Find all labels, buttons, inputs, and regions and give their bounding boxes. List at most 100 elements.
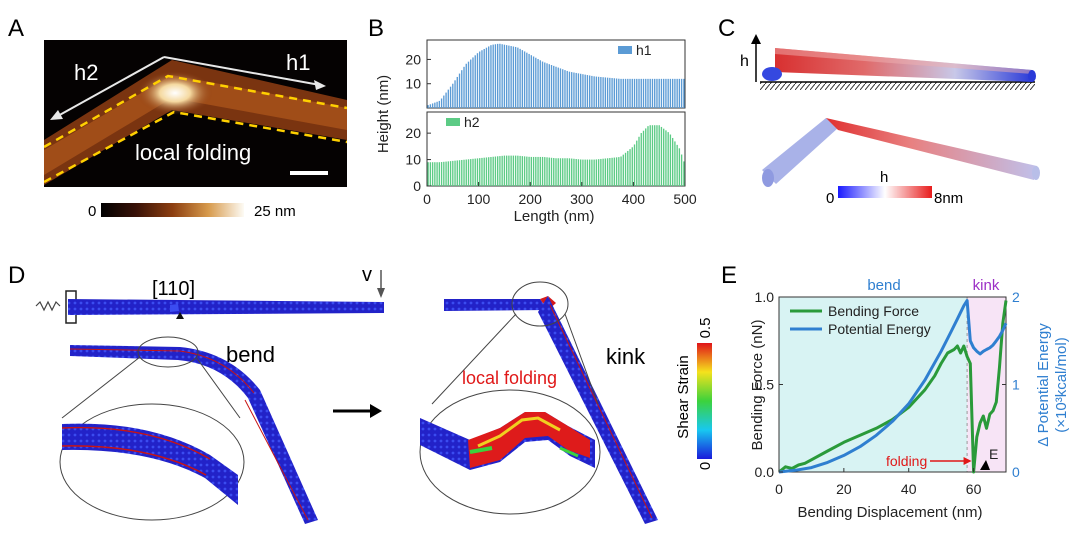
md-kinked-beam: [419, 281, 658, 524]
chart-b-bar-h2: [470, 159, 472, 186]
chart-b-bar-h1: [568, 71, 571, 108]
chart-b-bar-h2: [633, 144, 636, 186]
chart-e-ylabel: Bending Force (nN): [749, 320, 766, 451]
chart-b-bar-h2: [521, 156, 524, 186]
chart-b-bar-h1: [622, 78, 624, 108]
chart-b-bar-h1: [580, 73, 582, 108]
chart-b-bar-h1: [627, 78, 629, 108]
chart-b-bar-h2: [443, 161, 445, 186]
chart-b-xtick-label: 300: [570, 191, 594, 207]
chart-b-bar-h1: [615, 78, 618, 108]
chart-b-bar-h2: [611, 157, 613, 186]
chart-e-series-energy: [778, 299, 1008, 474]
chart-b-legend-swatch-h2: [446, 118, 460, 126]
chart-b-bar-h1: [472, 57, 474, 108]
chart-b-bar-h1: [566, 70, 568, 108]
chart-b-bar-h2: [492, 156, 494, 186]
chart-b-bar-h2: [537, 156, 539, 186]
label-local-folding-a: local folding: [135, 140, 251, 165]
afm-colorbar: [101, 203, 244, 217]
chart-b-bar-h1: [467, 61, 470, 108]
chart-b-ytick-label: 20: [405, 125, 421, 141]
chart-b-bar-h2: [636, 140, 638, 186]
chart-b-bar-h1: [667, 78, 669, 108]
chart-b-ylabel: Height (nm): [375, 75, 392, 153]
chart-b-bar-h2: [618, 157, 620, 186]
chart-b-bar-h1: [642, 78, 645, 108]
chart-b-bar-h1: [427, 105, 429, 108]
chart-e-y2tick-label: 1: [1012, 377, 1020, 393]
d-direction-label: [110]: [152, 278, 195, 300]
chart-b-bar-h1: [602, 77, 604, 108]
chart-b-bar-h2: [523, 156, 526, 186]
chart-e-series-force: [778, 300, 1008, 474]
chart-b-bar-h2: [503, 155, 506, 186]
chart-b-bar-h2: [541, 156, 544, 186]
chart-b-bar-h1: [557, 67, 559, 108]
chart-b-bar-h1: [434, 102, 436, 108]
chart-b-bar-h1: [474, 55, 476, 108]
height-profile-chart: Height (nm) Length (nm) 10 20 h1 0 10 20 h2 0 10…: [375, 39, 697, 225]
chart-b-bar-h1: [521, 50, 524, 108]
chart-b-bar-h2: [427, 162, 429, 186]
chart-b-bar-h2: [456, 160, 458, 186]
chart-b-bar-h1: [535, 57, 537, 108]
chart-b-bar-h2: [566, 158, 568, 186]
chart-b-bar-h2: [665, 130, 667, 186]
chart-b-bar-h1: [452, 83, 454, 108]
chart-b-bar-h1: [640, 78, 642, 108]
panel-letter-a: A: [8, 15, 24, 42]
chart-b-xtick-label: 100: [467, 191, 491, 207]
chart-b-bar-h1: [546, 63, 548, 108]
chart-b-bar-h1: [597, 76, 600, 108]
chart-b-bar-h2: [465, 159, 467, 186]
c-cbar-title: h: [880, 169, 888, 186]
chart-b-bar-h1: [508, 45, 510, 108]
chart-b-bar-h1: [539, 60, 541, 108]
chart-b-bar-h1: [492, 44, 494, 108]
chart-b-bar-h1: [629, 78, 631, 108]
chart-b-bar-h2: [505, 155, 508, 186]
md-bent-beam: [59, 336, 318, 524]
chart-b-bar-h2: [663, 128, 665, 186]
chart-b-bar-h1: [548, 64, 550, 108]
chart-b-bar-h2: [550, 157, 553, 186]
chart-b-bar-h2: [667, 132, 669, 186]
chart-e-y2unit: (×10³kcal/mol): [1053, 337, 1070, 432]
chart-b-bar-h1: [517, 47, 519, 108]
chart-b-bar-h2: [485, 157, 488, 186]
chart-b-bar-h2: [606, 158, 609, 186]
chart-b-bar-h1: [555, 66, 557, 108]
chart-b-bar-h2: [593, 159, 595, 186]
chart-b-bar-h2: [438, 162, 441, 186]
chart-b-bar-h2: [588, 159, 591, 186]
chart-b-bar-h2: [535, 156, 537, 186]
chart-b-bar-h2: [555, 158, 557, 186]
chart-b-bar-h2: [638, 136, 640, 186]
chart-e-y2tick-label: 2: [1012, 289, 1020, 305]
chart-b-bar-h1: [530, 55, 532, 108]
chart-b-bar-h2: [508, 155, 510, 186]
chart-b-bar-h2: [640, 133, 642, 186]
chart-b-bar-h1: [449, 86, 452, 108]
chart-b-bar-h2: [544, 157, 546, 186]
chart-b-bar-h2: [568, 158, 571, 186]
chart-b-bar-h2: [582, 159, 584, 186]
chart-b-bar-h2: [458, 160, 461, 186]
chart-b-bar-h1: [501, 44, 503, 108]
chart-b-ytick-label: 10: [405, 76, 421, 92]
chart-b-bar-h1: [447, 89, 449, 108]
chart-e-bend-region: [779, 297, 968, 472]
chart-b-bar-h2: [532, 156, 535, 186]
chart-b-legend-swatch-h1: [618, 46, 632, 54]
chart-b-bar-h2: [494, 156, 497, 186]
chart-b-bar-h1: [562, 69, 564, 108]
strain-cbar-max: 0.5: [697, 318, 714, 339]
chart-b-bar-h2: [501, 155, 503, 186]
chart-b-bar-h1: [470, 59, 472, 108]
chart-b-bar-h2: [539, 156, 541, 186]
chart-b-bar-h1: [440, 98, 443, 108]
chart-b-bar-h1: [658, 78, 660, 108]
chart-b-bar-h2: [546, 157, 548, 186]
d-local-folding-label: local folding: [462, 368, 557, 388]
